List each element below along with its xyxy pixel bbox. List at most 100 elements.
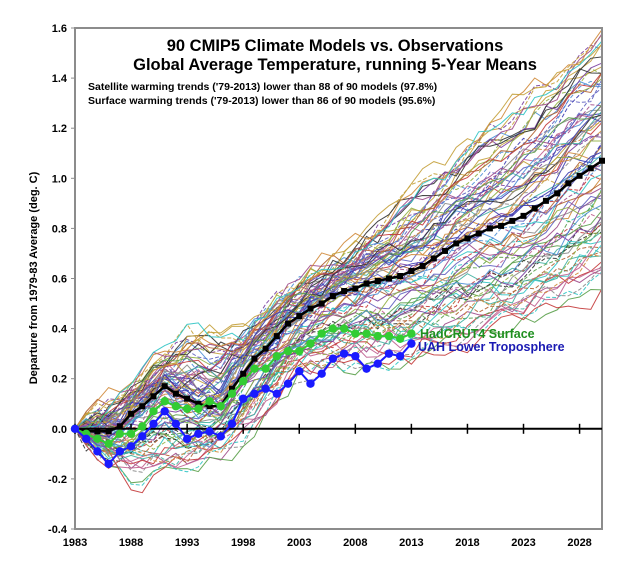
uah-point: [362, 364, 371, 373]
model-run-line: [74, 43, 603, 430]
y-tick-label: 1.6: [52, 23, 67, 35]
x-axis: 1983 1988 1993 1998 2003 2008 2013 2018 2023 2028: [63, 423, 592, 549]
uah-point: [104, 459, 113, 469]
model-run-line: [74, 270, 603, 469]
hadcrut4-point: [227, 389, 237, 398]
model-runs: [74, 29, 603, 494]
uah-point: [82, 434, 91, 444]
y-tick-label: 1.2: [52, 123, 67, 135]
model-mean-point: [419, 262, 426, 269]
model-run-line: [74, 114, 603, 441]
model-mean-point: [206, 403, 213, 410]
annotation-surface: Surface warming trends ('79-2013) lower …: [88, 95, 435, 107]
model-run-line: [74, 222, 603, 448]
uah-point: [138, 432, 147, 441]
uah-point: [149, 419, 158, 428]
model-run-line: [74, 34, 603, 430]
uah-point: [182, 434, 192, 444]
uah-point: [250, 389, 259, 398]
hadcrut4-point: [351, 329, 360, 338]
uah-point: [238, 394, 248, 403]
x-tick-label: 1988: [119, 537, 143, 549]
y-axis-label: Departure from 1979-83 Average (deg. C): [28, 171, 40, 384]
model-mean-point: [385, 275, 392, 282]
uah-point: [261, 384, 270, 393]
model-mean-point: [285, 320, 292, 327]
model-mean-point: [195, 400, 202, 407]
model-mean-point: [184, 395, 191, 402]
model-run-line: [74, 116, 603, 437]
hadcrut4-point: [93, 434, 102, 444]
y-tick-label: 0.8: [52, 223, 67, 235]
hadcrut4-point: [261, 364, 270, 373]
model-mean-point: [453, 240, 460, 247]
uah-point: [395, 351, 405, 361]
hadcrut4-point: [104, 439, 113, 449]
hadcrut4-point: [205, 397, 214, 406]
uah-point: [194, 429, 203, 439]
model-mean-point: [475, 230, 482, 237]
model-run-line: [74, 232, 603, 458]
hadcrut4-point: [384, 331, 394, 341]
x-tick-label: 1983: [63, 537, 87, 549]
x-tick-label: 2028: [567, 537, 591, 549]
hadcrut4-point: [194, 404, 203, 413]
uah-point: [171, 419, 181, 428]
model-mean-point: [273, 333, 280, 340]
model-run-line: [74, 104, 603, 430]
model-mean-point: [464, 235, 471, 242]
model-run-line: [74, 288, 603, 494]
x-tick-label: 2023: [511, 537, 535, 549]
hadcrut4-point: [306, 339, 315, 348]
x-tick-label: 2013: [399, 537, 423, 549]
y-tick-label: 0.0: [52, 424, 67, 436]
hadcrut4-point: [126, 429, 136, 439]
model-mean-point: [307, 305, 314, 312]
uah-point: [306, 379, 315, 388]
model-mean-point: [408, 267, 415, 274]
chart-subtitle: Global Average Temperature, running 5-Ye…: [133, 56, 537, 74]
model-mean-point: [352, 285, 359, 292]
uah-point: [115, 447, 125, 456]
uah-point: [339, 349, 349, 358]
model-mean-point: [430, 255, 437, 262]
model-run-line: [74, 216, 603, 454]
hadcrut4-point: [283, 346, 293, 356]
model-mean-point: [565, 180, 572, 187]
model-mean-point: [105, 428, 112, 435]
model-run-line: [74, 33, 603, 430]
uah-point: [373, 359, 382, 368]
x-tick-label: 1993: [175, 537, 199, 549]
legend-uah: UAH Lower Troposphere: [418, 340, 565, 354]
model-mean-point: [128, 410, 135, 417]
model-mean-point: [172, 390, 179, 397]
y-tick-label: 0.6: [52, 274, 67, 286]
model-run-line: [74, 288, 603, 484]
uah-point: [317, 369, 326, 378]
model-mean-point: [554, 190, 561, 197]
x-tick-label: 1998: [231, 537, 255, 549]
model-mean-point: [498, 222, 505, 229]
hadcrut4-point: [362, 329, 371, 338]
model-run-line: [74, 156, 603, 451]
model-mean-point: [94, 428, 101, 435]
model-mean-point: [150, 393, 157, 400]
model-mean-point: [251, 355, 258, 362]
model-mean-point: [240, 370, 247, 377]
uah-point: [351, 351, 360, 361]
uah-point: [328, 354, 338, 363]
hadcrut4-point: [238, 377, 248, 386]
legend-hadcrut4: HadCRUT4 Surface: [420, 327, 535, 341]
model-mean-point: [599, 157, 605, 164]
hadcrut4-point: [216, 402, 225, 411]
model-run-line: [74, 87, 603, 440]
y-tick-label: 1.4: [52, 73, 68, 85]
model-run-line: [74, 261, 603, 470]
hadcrut4-point: [407, 329, 416, 338]
model-run-line: [74, 255, 603, 460]
hadcrut4-point: [272, 351, 282, 361]
model-mean-point: [531, 205, 538, 212]
hadcrut4-point: [250, 364, 259, 373]
model-run-line: [74, 174, 603, 445]
